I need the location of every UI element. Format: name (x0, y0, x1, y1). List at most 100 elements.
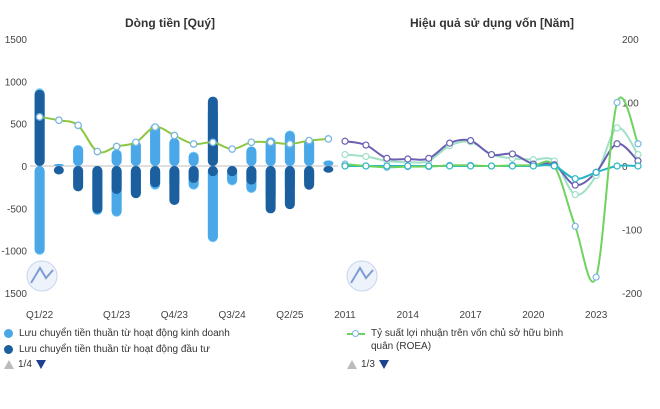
series-point (341, 162, 349, 170)
series-point (613, 162, 621, 170)
y-tick-label: -500 (7, 204, 27, 215)
pager-label: 1/4 (18, 359, 32, 370)
pager-down-icon[interactable] (35, 360, 46, 369)
trend-point (189, 140, 198, 148)
y-tick-label: 100 (622, 99, 639, 110)
y-tick-label: -1000 (1, 247, 27, 258)
cashflow-bar (188, 152, 199, 166)
left-chart-title: Dòng tiền [Quý] (125, 16, 215, 30)
trend-point (132, 138, 140, 147)
x-tick-label: Q1/23 (103, 310, 131, 321)
series-point (466, 162, 475, 170)
left-legend-pager: 1/4 (4, 359, 46, 370)
cashflow-bar (92, 166, 103, 214)
legend-item-investing[interactable]: Lưu chuyển tiền thuần từ hoạt động đầu t… (4, 343, 230, 356)
trend-point (228, 145, 236, 153)
cashflow-bar (73, 145, 84, 166)
cashflow-bar (111, 149, 122, 166)
trend-point (170, 131, 179, 140)
trend-point (209, 138, 217, 147)
cashflow-bar (53, 166, 64, 175)
cashflow-bar (246, 146, 257, 166)
roea-line (344, 96, 639, 283)
cashflow-bar (284, 131, 295, 166)
series-point (383, 154, 391, 162)
x-tick-label: 2017 (459, 310, 482, 321)
trend-point (324, 135, 333, 143)
series-point (571, 190, 579, 199)
series-point (571, 222, 579, 230)
cashflow-bar (207, 166, 218, 242)
series-point (446, 139, 454, 147)
legend-item-roea[interactable]: Tỷ suất lợi nhuận trên vốn chủ sở hữu bì… (347, 327, 587, 353)
cashflow-bar (169, 138, 180, 166)
cashflow-bar (246, 166, 257, 185)
series-point (341, 150, 349, 159)
x-tick-label: 2011 (334, 310, 356, 321)
series-point (571, 181, 579, 189)
legend-label-roea: Tỷ suất lợi nhuận trên vốn chủ sở hữu bì… (371, 328, 564, 352)
series-point (466, 137, 475, 145)
series-point (571, 175, 579, 183)
trend-point (305, 136, 313, 145)
y-tick-label: -200 (622, 289, 642, 300)
series-point (341, 137, 349, 145)
x-tick-label: 2020 (522, 310, 545, 321)
series-point (446, 162, 454, 170)
trend-point (93, 147, 102, 156)
x-tick-label: Q3/24 (219, 310, 247, 321)
legend-marker-investing (4, 345, 13, 354)
series-point (592, 273, 600, 281)
pager-label: 1/3 (361, 359, 375, 370)
series-point (634, 140, 642, 148)
y-tick-label: 200 (622, 35, 639, 46)
pager-up-icon[interactable] (347, 360, 357, 369)
cashflow-bar (304, 166, 315, 190)
x-tick-label: Q1/22 (26, 310, 54, 321)
cashflow-bar (265, 166, 276, 214)
cashflow-bar (227, 166, 238, 177)
cashflow-bar (53, 163, 64, 166)
pager-up-icon[interactable] (4, 360, 14, 369)
series-point (487, 150, 496, 159)
y-tick-label: 0 (622, 162, 628, 173)
x-tick-label: 2014 (397, 310, 420, 321)
y-tick-label: 500 (10, 120, 27, 131)
legend-label-operating: Lưu chuyển tiền thuần từ hoạt động kinh … (19, 328, 230, 339)
trend-point (286, 140, 294, 148)
right-chart-title: Hiệu quả sử dụng vốn [Năm] (410, 16, 574, 30)
legend-item-operating[interactable]: Lưu chuyển tiền thuần từ hoạt động kinh … (4, 327, 230, 340)
watermark-logo (346, 260, 378, 292)
series-point (404, 162, 412, 170)
cashflow-bar (73, 166, 84, 192)
cashflow-bar (207, 166, 218, 177)
series-point (362, 141, 370, 149)
pager-down-icon[interactable] (378, 360, 389, 369)
series-point (508, 150, 517, 158)
series-point (425, 154, 433, 162)
cashflow-bar (284, 166, 295, 210)
cashflow-bar (323, 166, 334, 173)
trend-point (112, 142, 121, 151)
cashflow-bar (207, 96, 218, 166)
series-point (487, 162, 496, 170)
y-tick-label: 0 (21, 162, 27, 173)
right-legend: Tỷ suất lợi nhuận trên vốn chủ sở hữu bì… (347, 327, 587, 356)
legend-label-investing: Lưu chuyển tiền thuần từ hoạt động đầu t… (19, 344, 210, 355)
series-point (529, 162, 537, 170)
legend-marker-roea (347, 329, 365, 338)
right-legend-pager: 1/3 (347, 359, 389, 370)
series-point (425, 162, 433, 170)
trend-point (74, 121, 82, 130)
series-point (592, 168, 600, 176)
cashflow-bar (130, 140, 141, 166)
series-point (613, 140, 621, 148)
y-tick-label: 1500 (5, 35, 28, 46)
series-point (613, 98, 621, 107)
x-tick-label: 2023 (585, 310, 608, 321)
series-point (613, 124, 621, 132)
y-tick-label: 1000 (5, 77, 28, 88)
series-point (634, 150, 642, 159)
legend-marker-operating (4, 329, 13, 338)
